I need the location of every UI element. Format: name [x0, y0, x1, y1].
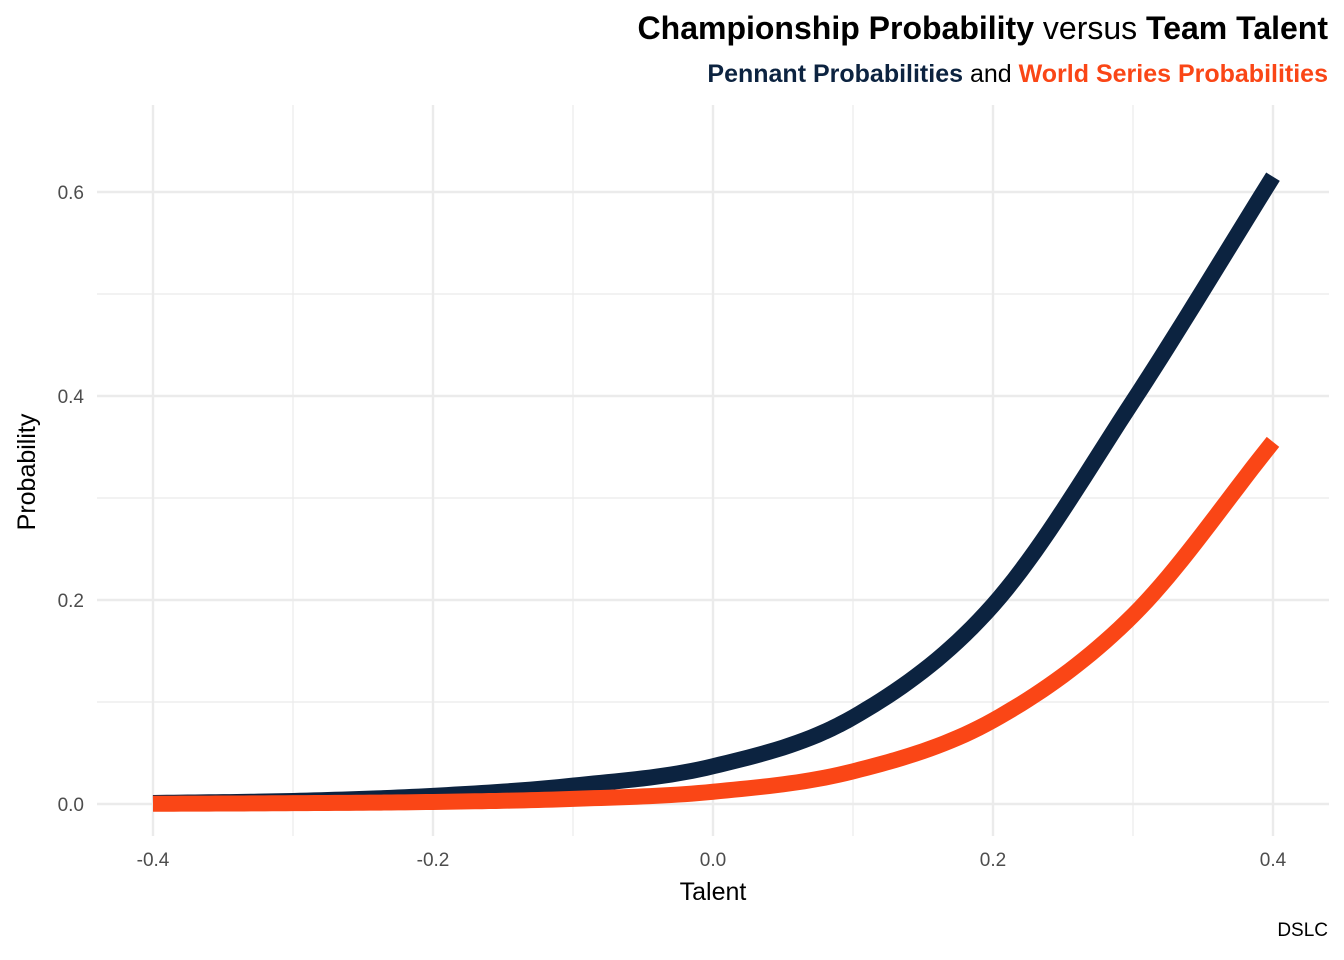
subtitle-world-series: World Series Probabilities — [1018, 60, 1328, 88]
x-tick-labels: -0.4 -0.2 0.0 0.2 0.4 — [137, 850, 1287, 871]
caption: DSLC — [1277, 920, 1328, 941]
subtitle-and: and — [969, 60, 1012, 88]
y-axis-title: Probability — [13, 413, 41, 530]
x-axis-title: Talent — [680, 878, 747, 906]
title-part-3: Team Talent — [1146, 10, 1328, 46]
series-layer — [152, 172, 1280, 812]
y-tick-label: 0.4 — [58, 387, 85, 408]
x-tick-label: 0.2 — [980, 850, 1006, 871]
chart-subtitle: Pennant Probabilities and World Series P… — [707, 60, 1328, 89]
y-tick-label: 0.6 — [58, 183, 84, 204]
x-tick-label: -0.2 — [417, 850, 450, 871]
subtitle-pennant: Pennant Probabilities — [707, 60, 964, 88]
x-tick-label: -0.4 — [137, 850, 170, 871]
series-line-world-series — [152, 436, 1280, 812]
title-part-1: Championship Probability — [637, 10, 1034, 46]
title-part-2: versus — [1042, 10, 1138, 46]
grid-major — [97, 105, 1329, 836]
chart-title: Championship Probability versus Team Tal… — [638, 10, 1328, 47]
y-tick-label: 0.0 — [58, 795, 84, 816]
y-tick-label: 0.2 — [58, 591, 84, 612]
y-tick-labels: 0.0 0.2 0.4 0.6 — [58, 183, 85, 816]
x-tick-label: 0.4 — [1260, 850, 1287, 871]
x-tick-label: 0.0 — [700, 850, 726, 871]
